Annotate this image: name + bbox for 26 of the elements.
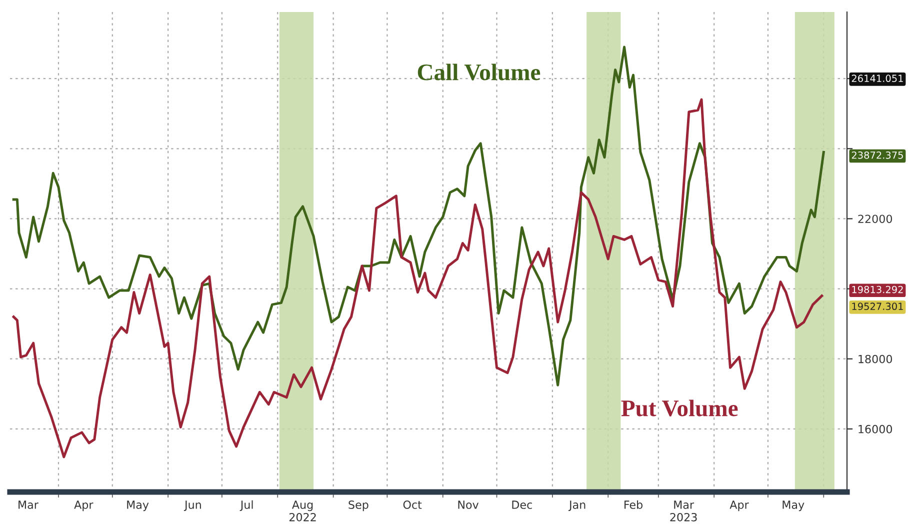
line-series	[12, 98, 824, 458]
x-tick-label: Aug 2022	[289, 500, 316, 522]
text: 19527.301	[852, 302, 903, 310]
text: 19813.292	[852, 286, 903, 294]
y-tick-label: 18000	[858, 354, 892, 364]
x-tick-label: Nov	[458, 500, 479, 509]
line-series	[12, 46, 825, 386]
x-tick-label: Apr	[74, 500, 94, 512]
text: 23872.375	[852, 151, 903, 159]
x-tick-label: Jun	[184, 500, 201, 511]
x-tick-label: Apr	[730, 500, 749, 512]
x-tick-label: Oct	[403, 500, 422, 509]
x-tick-label: Jan	[568, 500, 586, 511]
text: Call Volume	[418, 64, 540, 80]
x-tick-label: Feb	[624, 500, 642, 509]
series-label: Put Volume	[621, 400, 738, 416]
x-tick-label: Dec	[512, 500, 532, 509]
x-tick-label: Jul	[240, 500, 253, 511]
y-tick-label: 16000	[858, 424, 892, 434]
text: 26141.051	[852, 74, 903, 82]
y-tick-label: 22000	[858, 214, 892, 224]
x-tick-label: Mar 2023	[670, 500, 697, 522]
x-tick-label: May	[782, 500, 804, 512]
x-tick-label: Mar	[18, 500, 38, 509]
x-tick-label: Sep	[348, 500, 368, 512]
x-tick-label: May	[127, 500, 149, 512]
